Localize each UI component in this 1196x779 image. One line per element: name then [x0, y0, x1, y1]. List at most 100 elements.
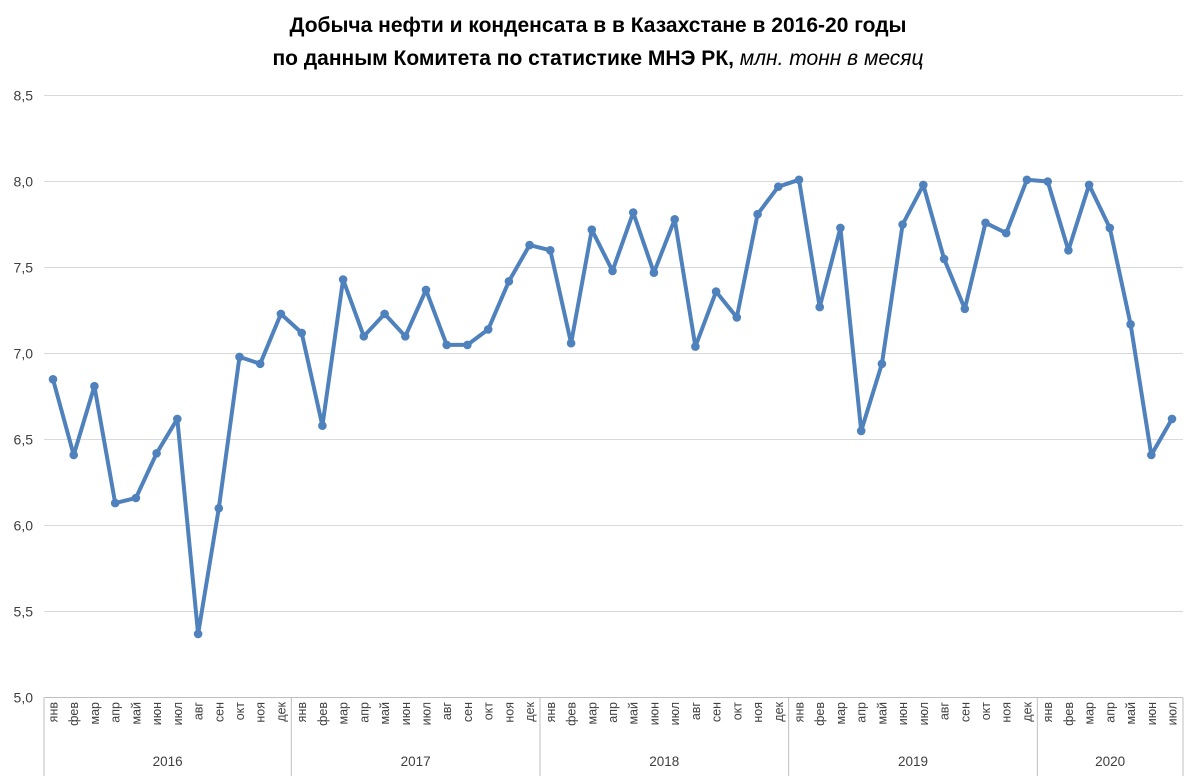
data-point	[1022, 175, 1032, 185]
x-axis-month-label: окт	[730, 702, 744, 721]
data-point	[546, 246, 555, 255]
x-axis-month-label: авг	[938, 702, 952, 721]
x-axis-month-label: июн	[399, 702, 413, 725]
data-point	[235, 352, 244, 362]
x-axis-month-label: май	[129, 702, 143, 725]
x-axis-year-label: 2016	[153, 754, 183, 769]
data-point	[711, 287, 721, 296]
x-axis-month-label: апр	[1103, 702, 1117, 723]
y-axis-tick-label: 8,0	[14, 174, 34, 190]
data-point	[566, 338, 576, 348]
data-point	[338, 275, 348, 284]
x-axis-month-label: окт	[233, 702, 247, 721]
x-axis-month-label: июл	[917, 702, 931, 725]
data-point	[774, 182, 783, 191]
x-axis-month-label: апр	[606, 702, 620, 723]
data-point	[960, 304, 970, 314]
x-axis-year-label: 2019	[898, 754, 928, 769]
x-axis-month-label: янв	[1041, 702, 1055, 723]
y-axis-tick-label: 6,0	[14, 518, 34, 534]
x-axis-month-label: мар	[1083, 702, 1097, 725]
data-point	[608, 266, 617, 276]
x-axis-month-label: янв	[793, 702, 807, 723]
data-point	[276, 309, 286, 319]
x-axis-month-label: мар	[337, 702, 351, 725]
y-axis-tick-label: 5,0	[14, 690, 34, 706]
data-point	[318, 421, 327, 431]
chart-title-block: Добыча нефти и конденсата в в Казахстане…	[0, 10, 1196, 75]
data-point	[110, 498, 120, 508]
x-axis-month-label: июн	[150, 702, 164, 725]
x-axis-month-label: ноя	[254, 702, 268, 723]
data-point	[856, 426, 866, 436]
x-axis-month-label: сен	[461, 702, 475, 722]
data-point	[214, 504, 224, 513]
data-point	[836, 223, 845, 233]
data-point	[152, 449, 161, 458]
data-point	[255, 359, 265, 369]
x-axis-month-label: июл	[668, 702, 682, 725]
x-axis-month-label: фев	[565, 702, 579, 726]
x-axis-month-label: май	[1124, 702, 1138, 725]
data-point	[939, 254, 949, 264]
x-axis-month-label: мар	[88, 702, 102, 725]
x-axis-month-label: авг	[192, 702, 206, 721]
x-axis-month-label: дек	[772, 701, 786, 721]
data-point	[919, 180, 928, 190]
y-axis-tick-label: 6,5	[14, 432, 34, 448]
data-point	[815, 302, 824, 312]
data-point	[173, 414, 182, 424]
y-axis-tick-label: 8,5	[14, 88, 34, 104]
data-point	[401, 332, 410, 341]
x-axis-month-label: янв	[544, 702, 558, 723]
data-point	[794, 175, 804, 185]
x-axis-month-label: ноя	[1000, 702, 1014, 723]
x-axis-year-label: 2018	[649, 754, 679, 769]
chart-subtitle-unit: млн. тонн в месяц	[733, 46, 924, 70]
x-axis-month-label: июл	[171, 702, 185, 725]
x-axis-month-label: июн	[647, 702, 661, 725]
x-axis-month-label: сен	[710, 702, 724, 722]
x-axis-month-label: май	[378, 702, 392, 725]
x-axis-month-label: фев	[316, 702, 330, 726]
x-axis-month-label: июл	[420, 702, 434, 725]
data-point	[525, 240, 534, 250]
data-point	[442, 340, 452, 350]
data-point	[1084, 180, 1094, 190]
data-point	[1105, 223, 1115, 233]
data-point	[691, 342, 700, 351]
x-axis-month-label: янв	[47, 702, 61, 723]
data-line	[51, 177, 1174, 636]
data-point	[649, 268, 659, 278]
x-axis-month-label: июл	[1166, 702, 1180, 725]
x-axis-month-label: мар	[585, 702, 599, 725]
y-axis-tick-label: 7,5	[14, 260, 34, 276]
data-point	[380, 309, 389, 319]
x-axis-month-label: фев	[813, 702, 827, 726]
chart-subtitle: по данным Комитета по статистике МНЭ РК,…	[0, 43, 1196, 76]
data-point	[1126, 320, 1135, 329]
data-point	[359, 332, 369, 341]
data-point	[628, 208, 638, 217]
data-point	[69, 450, 78, 460]
data-point	[1167, 414, 1177, 424]
x-axis-month-label: окт	[482, 702, 496, 721]
data-point	[421, 285, 431, 295]
x-axis-month-label: авг	[440, 702, 454, 721]
x-axis-month-label: дек	[1020, 701, 1034, 721]
y-axis-tick-label: 7,0	[14, 346, 34, 362]
x-axis-month-label: окт	[979, 702, 993, 721]
data-point	[1043, 177, 1052, 186]
data-point	[90, 381, 99, 391]
data-point	[48, 375, 58, 384]
data-point	[504, 277, 514, 286]
data-point	[297, 328, 307, 338]
x-axis-month-label: апр	[855, 702, 869, 723]
data-point	[587, 225, 597, 234]
data-point	[193, 629, 203, 639]
data-point	[463, 340, 472, 350]
data-point	[483, 325, 493, 334]
data-point	[898, 220, 907, 229]
data-point	[981, 218, 990, 228]
x-axis-month-label: фев	[1062, 702, 1076, 726]
